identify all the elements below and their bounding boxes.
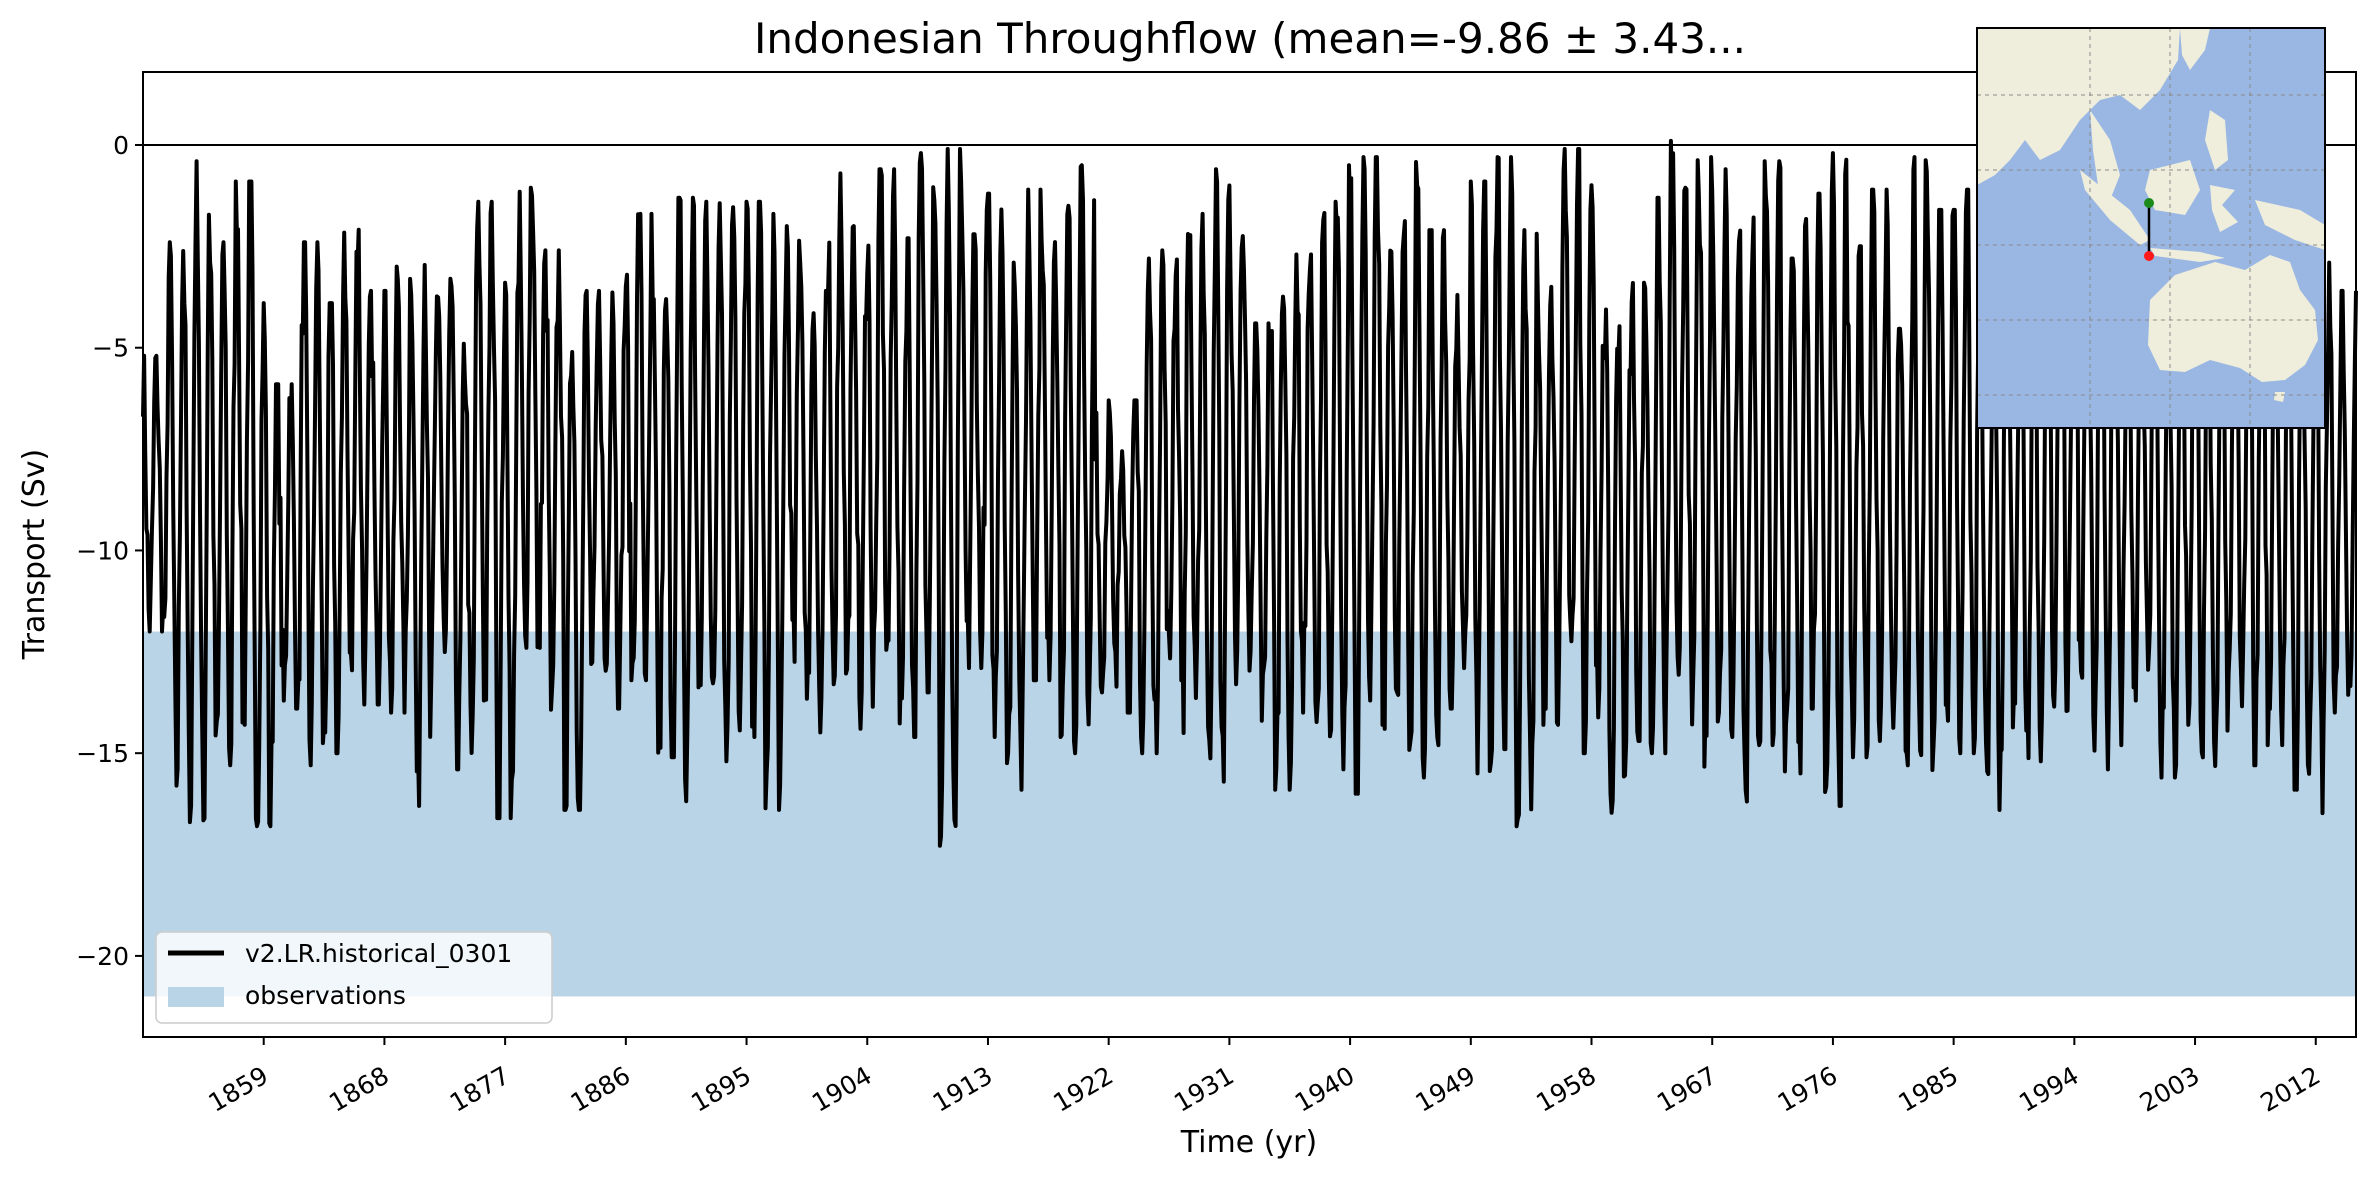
land-philippines: [2205, 110, 2228, 170]
chart-title: Indonesian Throughflow (mean=-9.86 ± 3.4…: [754, 14, 1746, 63]
y-tick-label: −10: [76, 536, 129, 565]
land-australia: [2148, 255, 2318, 382]
land-peninsula: [2090, 110, 2120, 200]
land-east-asia: [2180, 28, 2210, 70]
inset-map: [1976, 27, 2326, 429]
y-axis-label: Transport (Sv): [17, 449, 52, 661]
legend-label-model: v2.LR.historical_0301: [245, 939, 512, 968]
axes-frame: [142, 71, 2357, 1038]
y-tick-label: −15: [76, 739, 129, 768]
inset-transect-start: [2144, 198, 2154, 208]
x-axis-label: Time (yr): [1180, 1125, 1317, 1160]
legend: v2.LR.historical_0301 observations: [155, 931, 553, 1024]
y-axis-ticks: 0 −5 −10 −15 −20: [76, 131, 143, 971]
legend-box: [155, 931, 553, 1024]
y-tick-label: 0: [113, 131, 129, 160]
y-tick-label: −5: [92, 334, 129, 363]
land-asia: [1977, 28, 2180, 185]
land-new-guinea: [2255, 200, 2325, 250]
land-sumatra: [2080, 170, 2150, 245]
land-borneo: [2145, 160, 2200, 215]
land-sulawesi: [2210, 185, 2238, 232]
y-tick-label: −20: [76, 942, 129, 971]
land-java: [2150, 248, 2225, 262]
inset-transect-end: [2144, 251, 2154, 261]
legend-label-observations: observations: [245, 981, 406, 1010]
series-line-v2-lr-historical-0301: [141, 110, 2358, 848]
inset-frame: [1976, 27, 2326, 429]
series-layer: [141, 110, 2358, 848]
inset-gridlines: [1977, 28, 2325, 428]
legend-swatch-observations: [168, 987, 224, 1007]
